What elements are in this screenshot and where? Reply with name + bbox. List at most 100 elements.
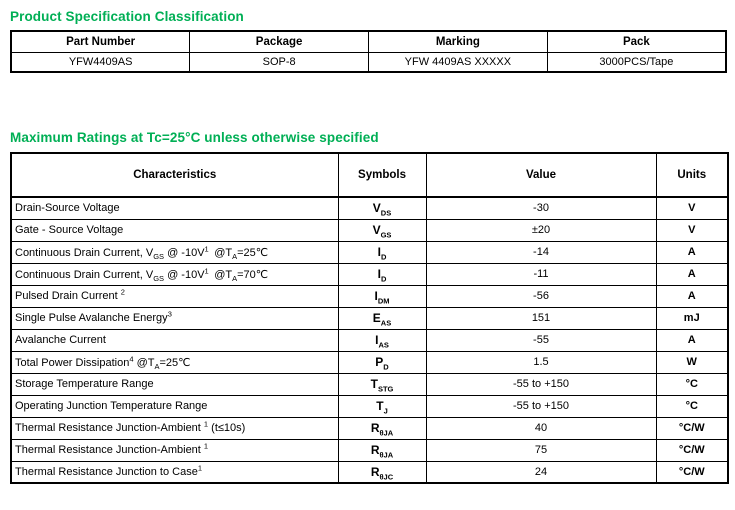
value-cell: -55 — [426, 329, 656, 351]
units-cell: A — [656, 241, 728, 263]
symbol-subscript: AS — [378, 340, 388, 349]
superscript-footnote: 4 — [129, 354, 133, 363]
ratings-header-cell: Characteristics — [11, 153, 338, 197]
value-cell: -55 to +150 — [426, 395, 656, 417]
units-cell: A — [656, 285, 728, 307]
subscript: A — [232, 252, 237, 261]
classification-table-head: Part NumberPackageMarkingPack — [11, 31, 726, 52]
characteristic-cell: Gate - Source Voltage — [11, 219, 338, 241]
characteristic-cell: Avalanche Current — [11, 329, 338, 351]
units-cell: mJ — [656, 307, 728, 329]
subscript: GS — [153, 274, 164, 283]
symbol-subscript: J — [384, 406, 388, 415]
symbol-cell: ID — [338, 263, 426, 285]
value-cell: 40 — [426, 417, 656, 439]
classification-header-cell: Marking — [369, 31, 548, 52]
datasheet-page: Product Specification Classification Par… — [0, 0, 735, 510]
symbol-cell: VGS — [338, 219, 426, 241]
units-cell: A — [656, 263, 728, 285]
characteristic-cell: Continuous Drain Current, VGS @ -10V1 @T… — [11, 263, 338, 285]
ratings-row: Total Power Dissipation4 @TA=25℃PD1.5W — [11, 351, 728, 373]
classification-cell: YFW4409AS — [11, 52, 190, 72]
characteristic-cell: Thermal Resistance Junction to Case1 — [11, 461, 338, 483]
units-cell: V — [656, 219, 728, 241]
ratings-row: Continuous Drain Current, VGS @ -10V1 @T… — [11, 241, 728, 263]
section-title-product-classification: Product Specification Classification — [10, 9, 244, 24]
ratings-header-cell: Value — [426, 153, 656, 197]
ratings-header-row: CharacteristicsSymbolsValueUnits — [11, 153, 728, 197]
units-cell: °C — [656, 395, 728, 417]
superscript-footnote: 3 — [168, 309, 172, 318]
ratings-row: Single Pulse Avalanche Energy3EAS151mJ — [11, 307, 728, 329]
classification-header-cell: Pack — [547, 31, 726, 52]
ratings-row: Operating Junction Temperature RangeTJ-5… — [11, 395, 728, 417]
characteristic-cell: Drain-Source Voltage — [11, 197, 338, 219]
symbol-cell: RθJA — [338, 439, 426, 461]
value-cell: 75 — [426, 439, 656, 461]
classification-header-row: Part NumberPackageMarkingPack — [11, 31, 726, 52]
value-cell: -56 — [426, 285, 656, 307]
symbol-subscript: θJA — [380, 450, 394, 459]
characteristic-cell: Operating Junction Temperature Range — [11, 395, 338, 417]
value-cell: -55 to +150 — [426, 373, 656, 395]
classification-header-cell: Package — [190, 31, 369, 52]
symbol-subscript: AS — [381, 318, 391, 327]
symbol-subscript: D — [383, 362, 388, 371]
ratings-table-head: CharacteristicsSymbolsValueUnits — [11, 153, 728, 197]
symbol-cell: RθJC — [338, 461, 426, 483]
symbol-subscript: DS — [381, 209, 391, 218]
symbol-subscript: D — [381, 252, 386, 261]
characteristic-cell: Thermal Resistance Junction-Ambient 1 (t… — [11, 417, 338, 439]
symbol-subscript: θJA — [380, 428, 394, 437]
units-cell: °C — [656, 373, 728, 395]
symbol-cell: RθJA — [338, 417, 426, 439]
units-cell: °C/W — [656, 461, 728, 483]
symbol-subscript: STG — [378, 384, 393, 393]
ratings-header-cell: Symbols — [338, 153, 426, 197]
classification-cell: YFW 4409AS XXXXX — [369, 52, 548, 72]
ratings-row: Storage Temperature RangeTSTG-55 to +150… — [11, 373, 728, 395]
value-cell: -11 — [426, 263, 656, 285]
symbol-cell: PD — [338, 351, 426, 373]
superscript-footnote: 1 — [198, 463, 202, 472]
classification-header-cell: Part Number — [11, 31, 190, 52]
symbol-cell: EAS — [338, 307, 426, 329]
ratings-row: Continuous Drain Current, VGS @ -10V1 @T… — [11, 263, 728, 285]
product-classification-table: Part NumberPackageMarkingPack YFW4409ASS… — [10, 30, 727, 73]
symbol-subscript: D — [381, 274, 386, 283]
classification-row: YFW4409ASSOP-8YFW 4409AS XXXXX3000PCS/Ta… — [11, 52, 726, 72]
ratings-row: Thermal Resistance Junction-Ambient 1RθJ… — [11, 439, 728, 461]
units-cell: °C/W — [656, 439, 728, 461]
symbol-cell: IDM — [338, 285, 426, 307]
ratings-row: Gate - Source VoltageVGS±20V — [11, 219, 728, 241]
subscript: GS — [153, 252, 164, 261]
symbol-cell: ID — [338, 241, 426, 263]
characteristic-cell: Continuous Drain Current, VGS @ -10V1 @T… — [11, 241, 338, 263]
ratings-row: Thermal Resistance Junction to Case1RθJC… — [11, 461, 728, 483]
ratings-table-body: Drain-Source VoltageVDS-30VGate - Source… — [11, 197, 728, 483]
characteristic-cell: Thermal Resistance Junction-Ambient 1 — [11, 439, 338, 461]
value-cell: ±20 — [426, 219, 656, 241]
ratings-header-cell: Units — [656, 153, 728, 197]
symbol-cell: TSTG — [338, 373, 426, 395]
value-cell: -30 — [426, 197, 656, 219]
ratings-row: Avalanche CurrentIAS-55A — [11, 329, 728, 351]
symbol-cell: TJ — [338, 395, 426, 417]
symbol-cell: VDS — [338, 197, 426, 219]
maximum-ratings-table: CharacteristicsSymbolsValueUnits Drain-S… — [10, 152, 729, 484]
symbol-subscript: DM — [378, 296, 390, 305]
ratings-row: Thermal Resistance Junction-Ambient 1 (t… — [11, 417, 728, 439]
characteristic-cell: Pulsed Drain Current 2 — [11, 285, 338, 307]
value-cell: 1.5 — [426, 351, 656, 373]
value-cell: 24 — [426, 461, 656, 483]
section-title-maximum-ratings: Maximum Ratings at Tc=25°C unless otherw… — [10, 130, 379, 145]
subscript: A — [232, 274, 237, 283]
superscript-footnote: 1 — [204, 441, 208, 450]
symbol-subscript: θJC — [380, 472, 394, 481]
superscript-footnote: 1 — [204, 419, 208, 428]
units-cell: °C/W — [656, 417, 728, 439]
classification-cell: SOP-8 — [190, 52, 369, 72]
units-cell: A — [656, 329, 728, 351]
symbol-cell: IAS — [338, 329, 426, 351]
superscript-footnote: 2 — [121, 287, 125, 296]
